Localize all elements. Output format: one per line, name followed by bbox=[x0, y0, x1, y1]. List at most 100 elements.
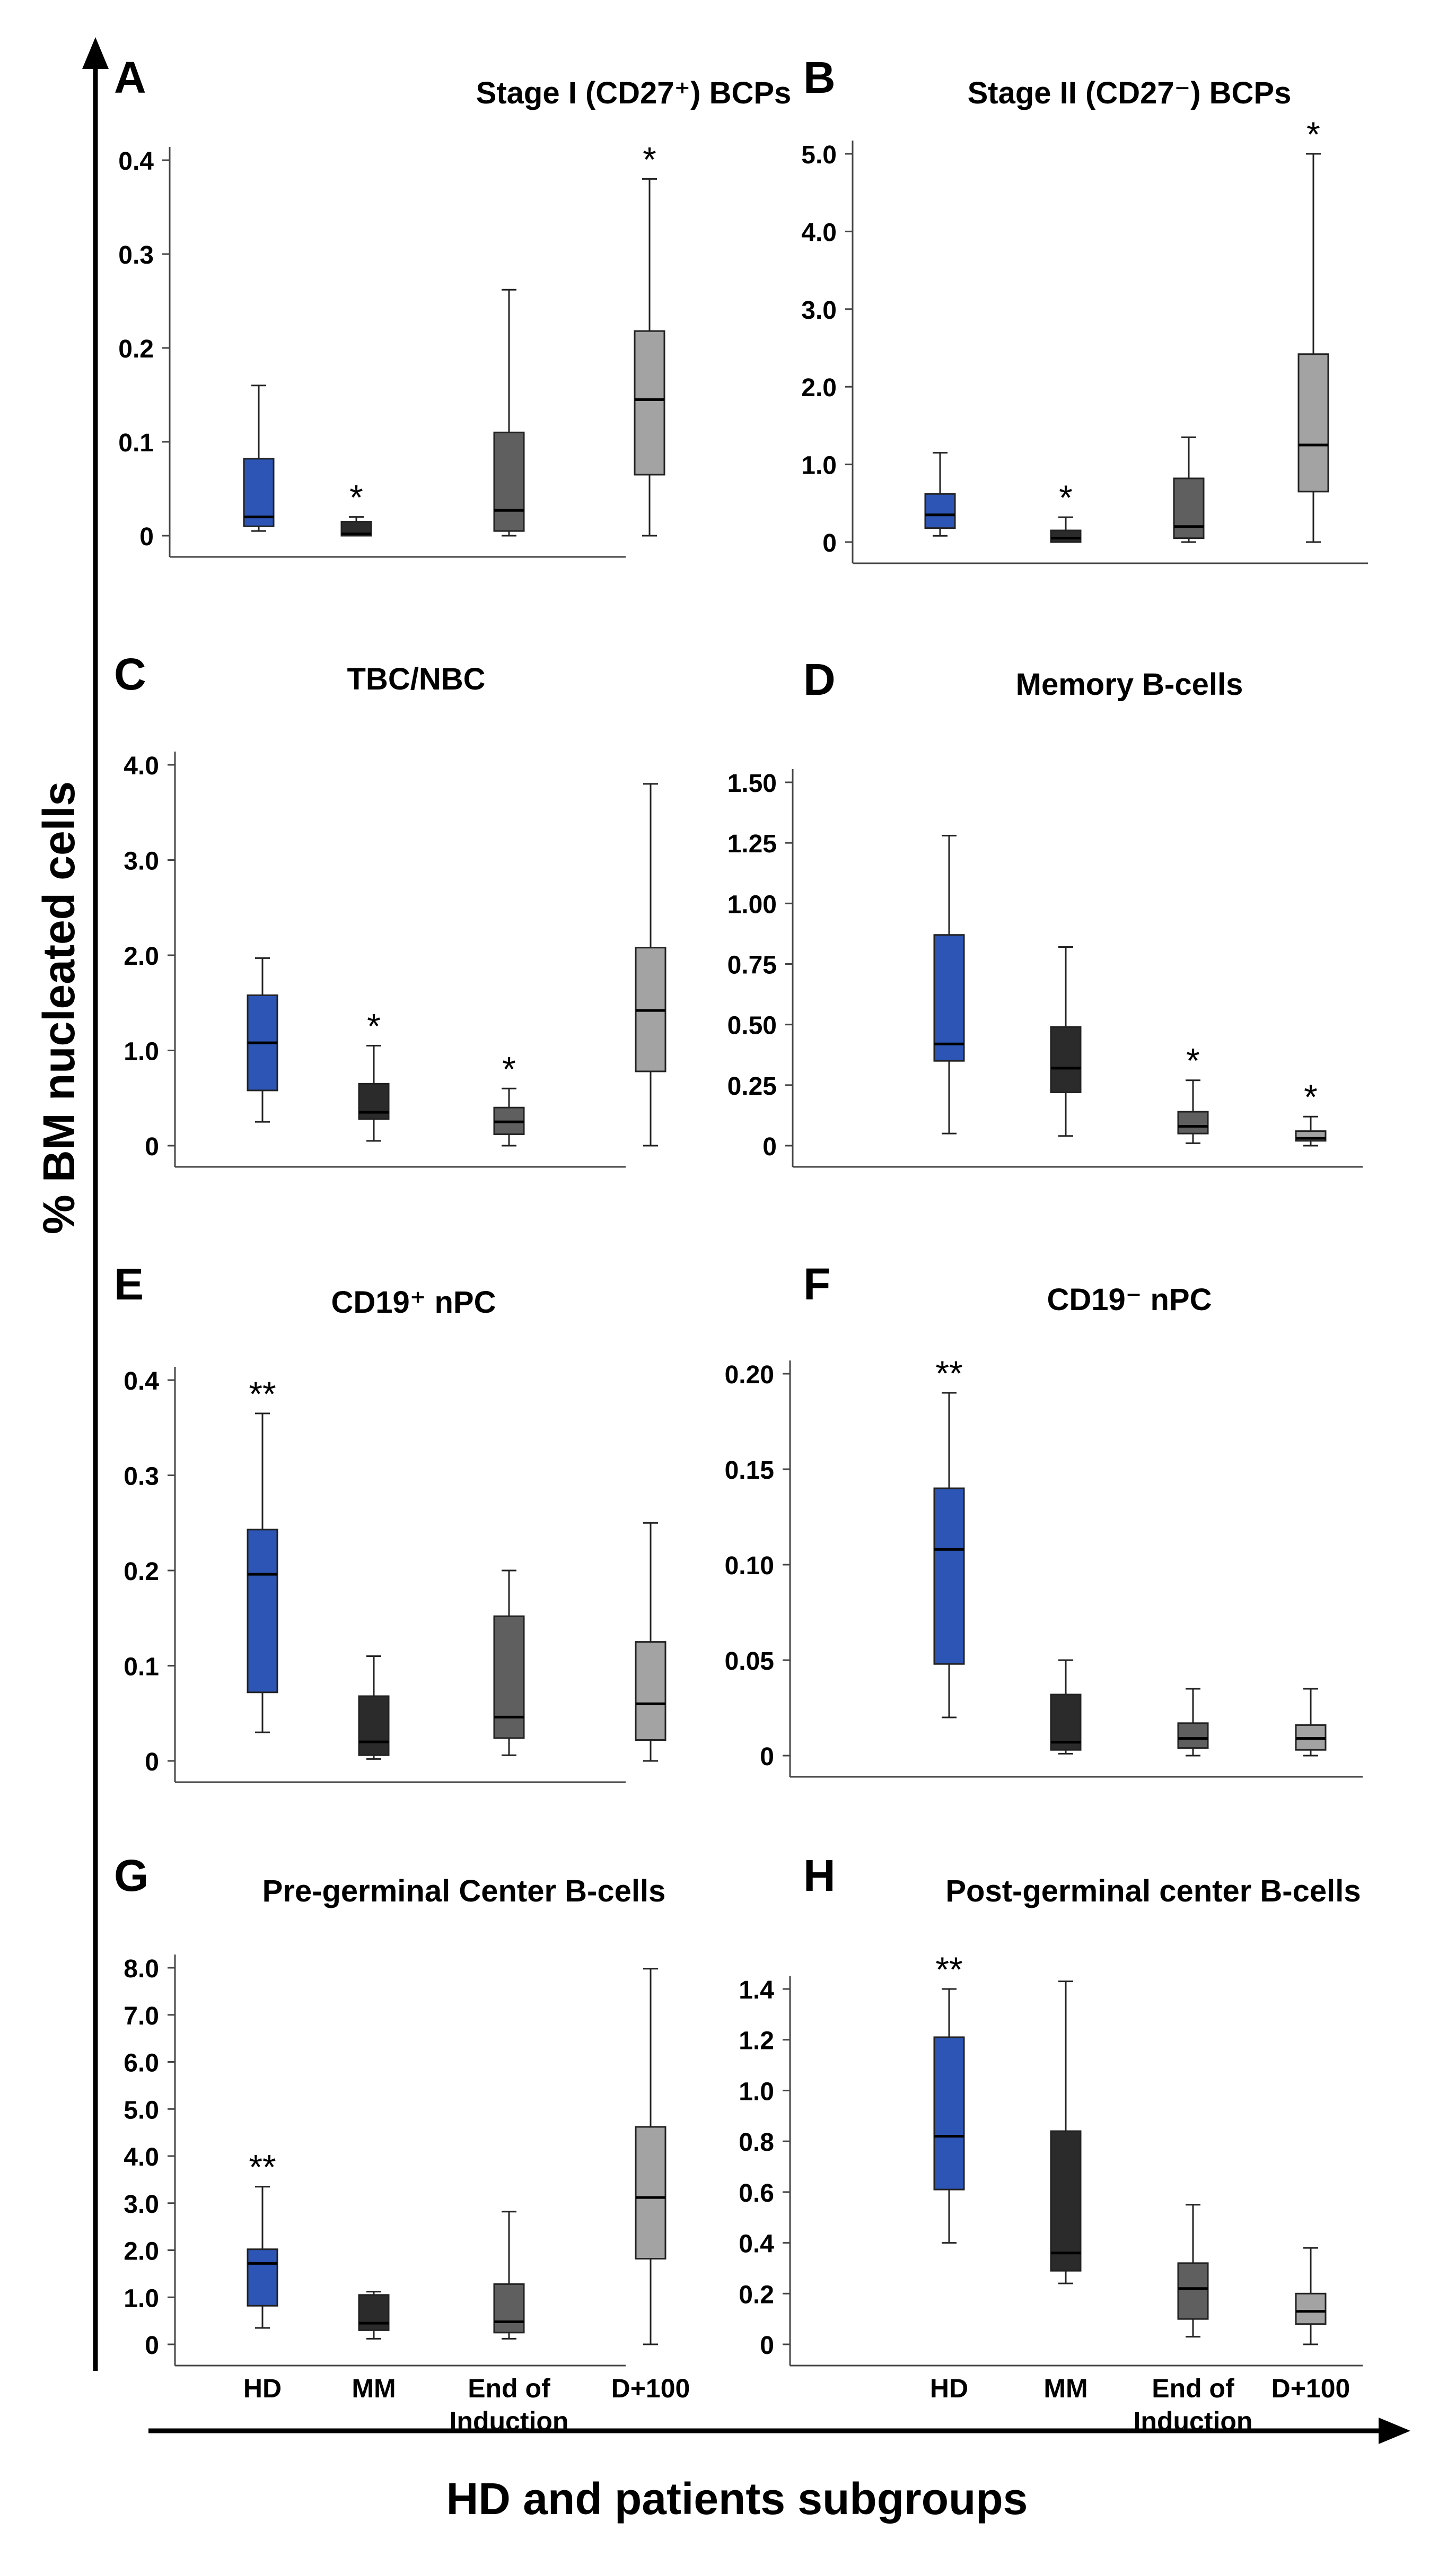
y-tick-label: 0.10 bbox=[725, 1552, 774, 1580]
y-tick-label: 0.3 bbox=[118, 241, 154, 269]
panel-title: Stage II (CD27⁻) BCPs bbox=[968, 76, 1292, 110]
box-mm bbox=[358, 1655, 390, 1760]
x-category-label: End of bbox=[468, 2374, 550, 2403]
y-tick-label: 1.0 bbox=[801, 452, 837, 480]
iqr-box bbox=[634, 330, 665, 476]
y-tick-label: 0 bbox=[139, 523, 154, 551]
significance-mark: * bbox=[1306, 115, 1320, 154]
box-d-100: * bbox=[1295, 1077, 1327, 1147]
box-mm bbox=[1050, 1659, 1082, 1755]
panel-H: H Post-germinal center B-cells 0 0.2 0.4 0.6 0… bbox=[739, 1851, 1363, 2436]
x-category-label: End of bbox=[1152, 2374, 1234, 2403]
y-tick-label: 0.4 bbox=[739, 2230, 774, 2258]
panel-letter: H bbox=[803, 1851, 836, 1900]
y-tick-label: 1.4 bbox=[739, 1976, 774, 2004]
box-mm: * bbox=[1050, 478, 1082, 543]
y-tick-label: 6.0 bbox=[124, 2049, 159, 2078]
y-tick-label: 7.0 bbox=[124, 2002, 159, 2030]
box-end-of-induction bbox=[1177, 2204, 1209, 2338]
panel-letter: A bbox=[114, 53, 146, 102]
iqr-box bbox=[1177, 2262, 1209, 2320]
y-tick-label: 5.0 bbox=[124, 2096, 159, 2124]
x-category-label: HD bbox=[930, 2374, 968, 2403]
iqr-box bbox=[1050, 1694, 1082, 1751]
significance-mark: * bbox=[1059, 478, 1073, 517]
iqr-box bbox=[493, 431, 525, 532]
iqr-box bbox=[635, 2126, 666, 2259]
iqr-box bbox=[247, 2248, 278, 2307]
box-hd: ** bbox=[247, 2148, 278, 2329]
box-d-100 bbox=[1295, 2247, 1327, 2345]
y-tick-label: 2.0 bbox=[124, 943, 159, 971]
y-tick-label: 0 bbox=[760, 1743, 774, 1771]
y-tick-label: 0 bbox=[145, 1133, 159, 1161]
iqr-box bbox=[924, 493, 956, 529]
y-tick-label: 3.0 bbox=[801, 296, 837, 325]
iqr-box bbox=[243, 458, 275, 527]
box-mm bbox=[1050, 946, 1082, 1137]
box-end-of-induction bbox=[1173, 436, 1205, 543]
panel-title: Post-germinal center B-cells bbox=[945, 1874, 1361, 1908]
box-d-100 bbox=[635, 783, 666, 1147]
global-y-arrowhead bbox=[82, 37, 109, 69]
panel-title: CD19⁻ nPC bbox=[1047, 1282, 1212, 1317]
y-tick-label: 3.0 bbox=[124, 848, 159, 876]
y-tick-label: 0.6 bbox=[739, 2179, 774, 2208]
iqr-box bbox=[358, 2294, 390, 2331]
y-tick-label: 1.50 bbox=[727, 770, 777, 798]
panel-C: C TBC/NBC 0 1.0 2.0 3.0 4.0 * * bbox=[114, 649, 666, 1168]
y-tick-label: 1.2 bbox=[739, 2027, 774, 2055]
y-tick-label: 0 bbox=[145, 2332, 159, 2360]
iqr-box bbox=[358, 1695, 390, 1756]
box-d-100 bbox=[635, 1522, 666, 1762]
y-tick-label: 4.0 bbox=[801, 219, 837, 247]
box-mm: * bbox=[340, 478, 372, 537]
iqr-box bbox=[493, 1615, 525, 1739]
iqr-box bbox=[1295, 2292, 1327, 2325]
y-tick-label: 0.15 bbox=[725, 1456, 774, 1485]
box-hd: ** bbox=[933, 1950, 965, 2244]
x-category-label: MM bbox=[352, 2374, 396, 2403]
y-tick-label: 0.2 bbox=[118, 335, 154, 363]
y-tick-label: 3.0 bbox=[124, 2191, 159, 2219]
significance-mark: * bbox=[1186, 1041, 1200, 1080]
iqr-box bbox=[1177, 1111, 1209, 1135]
iqr-box bbox=[1050, 529, 1082, 543]
y-tick-label: 0.2 bbox=[739, 2281, 774, 2309]
iqr-box bbox=[1050, 2130, 1082, 2272]
y-tick-label: 2.0 bbox=[801, 374, 837, 402]
box-hd: ** bbox=[247, 1374, 278, 1733]
y-tick-label: 1.0 bbox=[124, 2284, 159, 2313]
box-d-100: * bbox=[1297, 115, 1329, 543]
box-hd bbox=[924, 452, 956, 537]
significance-mark: * bbox=[502, 1049, 516, 1088]
global-y-label: % BM nucleated cells bbox=[34, 781, 84, 1234]
panel-title: Pre-germinal Center B-cells bbox=[262, 1874, 666, 1908]
y-tick-label: 0.25 bbox=[727, 1072, 777, 1101]
panel-A: A Stage I (CD27⁺) BCPs 0 0.1 0.2 0.3 0.4 * * bbox=[114, 53, 791, 558]
y-tick-label: 8.0 bbox=[124, 1955, 159, 1983]
significance-mark: * bbox=[349, 478, 363, 517]
box-end-of-induction: * bbox=[493, 1049, 525, 1147]
box-d-100 bbox=[635, 1968, 666, 2345]
box-mm bbox=[358, 2291, 390, 2340]
global-x-label: HD and patients subgroups bbox=[446, 2474, 1028, 2524]
box-end-of-induction bbox=[493, 1569, 525, 1756]
iqr-box bbox=[1173, 477, 1205, 539]
box-hd bbox=[933, 834, 965, 1135]
iqr-box bbox=[358, 1083, 390, 1120]
y-tick-label: 0.1 bbox=[124, 1653, 159, 1681]
panel-title: Memory B-cells bbox=[1016, 667, 1243, 702]
box-mm bbox=[1050, 1981, 1082, 2284]
iqr-box bbox=[933, 934, 965, 1062]
box-end-of-induction bbox=[493, 289, 525, 537]
panel-F: F CD19⁻ nPC 0 0.05 0.10 0.15 0.20 ** bbox=[725, 1259, 1363, 1778]
y-tick-label: 0 bbox=[760, 2332, 774, 2360]
y-tick-label: 4.0 bbox=[124, 752, 159, 780]
panel-letter: B bbox=[803, 53, 836, 102]
significance-mark: ** bbox=[249, 1374, 276, 1414]
y-tick-label: 1.00 bbox=[727, 891, 777, 919]
significance-mark: * bbox=[1304, 1077, 1318, 1116]
y-tick-label: 5.0 bbox=[801, 141, 837, 169]
